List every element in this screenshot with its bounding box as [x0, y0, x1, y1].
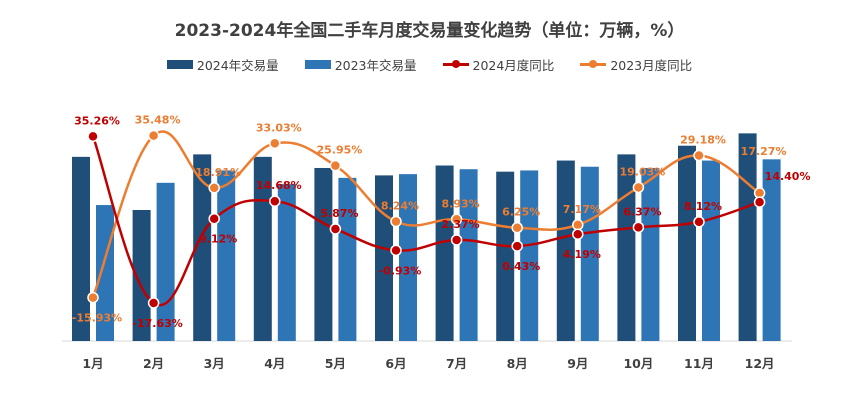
- point-2024-yoy: [208, 212, 220, 225]
- point-2024-yoy: [329, 223, 342, 235]
- bar-2023-volume: [459, 169, 478, 341]
- bar-2024-volume: [678, 145, 696, 341]
- legend-item-2024-yoy: 2024月度同比: [442, 55, 555, 74]
- point-2024-yoy: [87, 130, 99, 143]
- point-2023-yoy: [87, 291, 99, 304]
- legend-label: 2024年交易量: [196, 58, 279, 73]
- data-label-2024-yoy: 4.19%: [563, 248, 601, 261]
- line-2024-yoy: [91, 135, 760, 307]
- point-2024-yoy: [511, 240, 523, 252]
- point-2023-yoy: [632, 181, 645, 194]
- data-label-2024-yoy: 35.26%: [74, 114, 120, 127]
- point-2024-yoy: [269, 195, 281, 207]
- data-label-2023-yoy: 25.95%: [316, 144, 362, 157]
- bar-2024-volume: [496, 171, 515, 341]
- bar-2024-volume: [556, 160, 575, 341]
- bar-2024-volume: [132, 209, 151, 341]
- bar-2024-volume: [193, 154, 212, 341]
- bar-2024-volume: [617, 154, 636, 341]
- data-label-2023-yoy: -15.93%: [72, 312, 122, 325]
- point-2024-yoy: [572, 228, 584, 240]
- point-2023-yoy: [390, 215, 402, 228]
- bar-2023-volume: [277, 184, 296, 341]
- legend-line-marker: [580, 60, 607, 68]
- data-label-2023-yoy: 8.93%: [442, 197, 480, 210]
- bar-2023-volume: [702, 160, 720, 341]
- data-label-2024-yoy: 9.12%: [199, 233, 237, 246]
- legend-item-2023-yoy: 2023月度同比: [580, 55, 692, 74]
- data-label-2023-yoy: 8.24%: [381, 199, 419, 212]
- data-label-2024-yoy: -0.93%: [379, 264, 422, 277]
- data-label-2024-yoy: -17.63%: [132, 317, 182, 330]
- data-label-2023-yoy: 29.18%: [680, 134, 726, 147]
- legend-item-2024-volume: 2024年交易量: [166, 55, 279, 74]
- x-tick-label: 9月: [567, 356, 588, 371]
- bar-2023-volume: [762, 159, 781, 341]
- data-label-2023-yoy: 33.03%: [256, 121, 302, 134]
- legend: 2024年交易量 2023年交易量 2024月度同比 2023月度同比: [0, 55, 859, 74]
- bar-2024-volume: [435, 165, 454, 341]
- point-2024-yoy: [147, 297, 160, 309]
- x-tick-label: 1月: [82, 356, 103, 371]
- legend-label: 2024月度同比: [472, 58, 555, 73]
- chart-title: 2023-2024年全国二手车月度交易量变化趋势（单位：万辆，%）: [174, 21, 685, 41]
- data-label-2024-yoy: 2.37%: [442, 218, 480, 231]
- point-2023-yoy: [572, 219, 584, 231]
- x-tick-label: 7月: [446, 356, 467, 371]
- x-tick-label: 2月: [143, 356, 164, 371]
- point-2024-yoy: [390, 244, 402, 257]
- point-2023-yoy: [147, 129, 160, 142]
- point-2024-yoy: [450, 234, 463, 246]
- x-tick-label: 6月: [385, 356, 406, 371]
- point-2023-yoy: [269, 137, 281, 150]
- bar-2023-volume: [641, 167, 660, 341]
- point-2023-yoy: [693, 149, 705, 162]
- legend-item-2023-volume: 2023年交易量: [304, 55, 417, 74]
- bar-2024-volume: [738, 133, 757, 341]
- data-label-2024-yoy: 14.40%: [765, 170, 811, 183]
- bar-2024-volume: [72, 156, 90, 341]
- x-tick-label: 12月: [745, 356, 775, 371]
- point-2024-yoy: [632, 221, 645, 234]
- x-tick-label: 4月: [264, 356, 285, 371]
- point-2023-yoy: [208, 182, 220, 194]
- point-2023-yoy: [450, 213, 463, 226]
- bar-2023-volume: [156, 182, 175, 341]
- x-tick-label: 5月: [325, 356, 346, 371]
- x-tick-label: 11月: [684, 356, 714, 371]
- data-label-2024-yoy: 14.68%: [256, 179, 302, 192]
- legend-label: 2023年交易量: [334, 58, 417, 73]
- point-2023-yoy: [329, 159, 342, 172]
- data-label-2023-yoy: 7.17%: [563, 203, 601, 216]
- legend-swatch: [166, 60, 193, 69]
- point-2024-yoy: [693, 216, 705, 228]
- bar-2024-volume: [314, 167, 333, 341]
- legend-label: 2023月度同比: [610, 58, 693, 73]
- x-tick-label: 10月: [623, 356, 653, 371]
- bar-2023-volume: [520, 170, 539, 341]
- data-label-2023-yoy: 18.91%: [195, 166, 241, 179]
- bar-2023-volume: [399, 174, 417, 341]
- bar-2023-volume: [217, 170, 236, 341]
- bar-2024-volume: [253, 156, 272, 341]
- data-label-2023-yoy: 35.48%: [135, 114, 181, 127]
- legend-swatch: [304, 60, 331, 69]
- data-label-2023-yoy: 19.03%: [619, 165, 665, 178]
- data-label-2024-yoy: 5.87%: [320, 207, 358, 220]
- data-label-2024-yoy: 8.12%: [684, 200, 722, 213]
- point-2023-yoy: [511, 221, 523, 234]
- bar-2023-volume: [580, 166, 599, 341]
- data-label-2023-yoy: 17.27%: [741, 145, 787, 158]
- bar-2023-volume: [338, 177, 357, 341]
- data-label-2024-yoy: 0.43%: [502, 260, 540, 273]
- x-tick-label: 8月: [507, 356, 528, 371]
- point-2024-yoy: [753, 196, 766, 208]
- data-label-2024-yoy: 6.37%: [623, 205, 661, 218]
- data-label-2023-yoy: 6.25%: [502, 206, 540, 219]
- legend-line-marker: [442, 60, 469, 68]
- bar-2023-volume: [96, 205, 114, 341]
- x-tick-label: 3月: [204, 356, 225, 371]
